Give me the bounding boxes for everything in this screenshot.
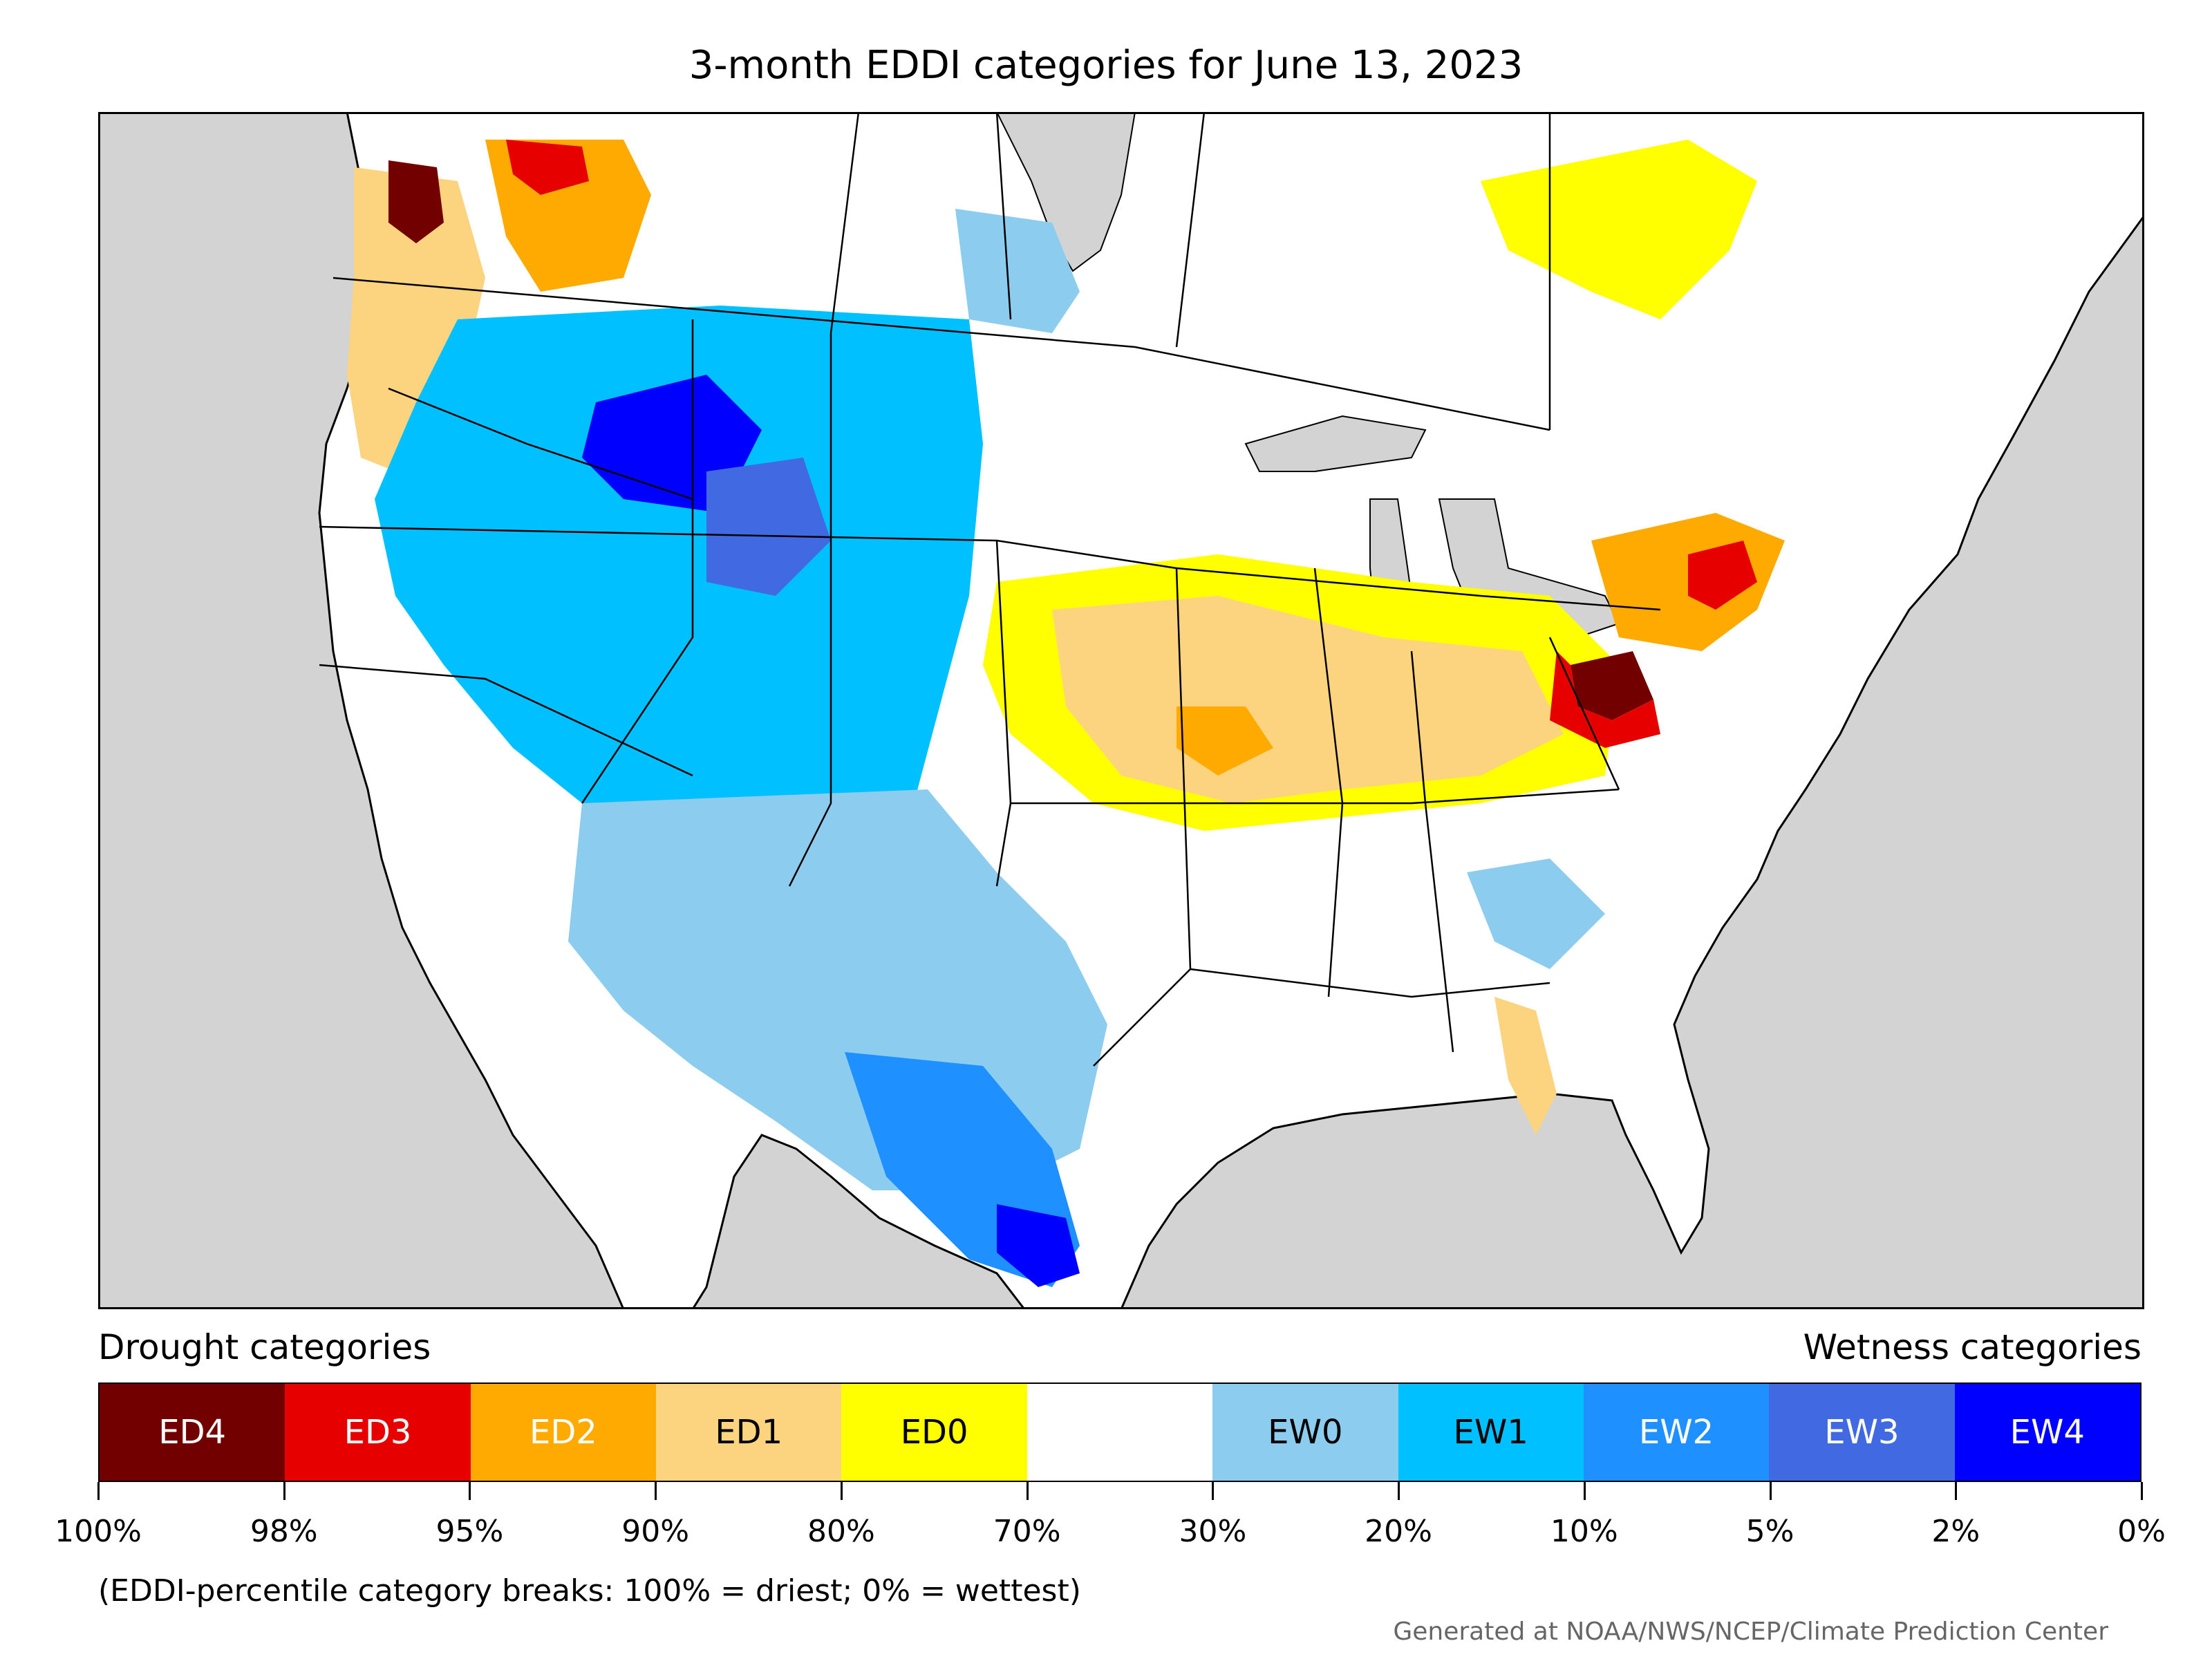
legend-swatch-normal	[1027, 1384, 1213, 1481]
legend-swatch-ed1: ED1	[656, 1384, 842, 1481]
legend-colorbar: ED4 ED3 ED2 ED1 ED0 EW0 EW1 EW2 EW3 EW4	[98, 1382, 2141, 1482]
southeast-wetness	[1467, 859, 1605, 969]
alberta-drought-core	[506, 140, 589, 195]
legend-tick	[1583, 1482, 1586, 1500]
legend-tick-label: 90%	[621, 1514, 690, 1549]
lake-superior	[1244, 415, 1427, 472]
map-title: 3-month EDDI categories for June 13, 202…	[688, 43, 1524, 88]
legend-swatch-ew0: EW0	[1212, 1384, 1398, 1481]
legend-swatch-ed4: ED4	[100, 1384, 285, 1481]
legend-tick	[2141, 1482, 2143, 1500]
florida-drought	[1494, 997, 1557, 1135]
legend-tick-label: 30%	[1179, 1514, 1247, 1549]
legend-tick	[1212, 1482, 1215, 1500]
colorado-wetness	[706, 458, 831, 596]
legend-tick-label: 98%	[250, 1514, 318, 1549]
legend-tick	[655, 1482, 657, 1500]
legend-tick-label: 80%	[807, 1514, 875, 1549]
wetness-categories-label: Wetness categories	[1803, 1327, 2141, 1367]
borders	[319, 112, 1661, 1067]
legend-tick	[840, 1482, 843, 1500]
map-frame	[98, 112, 2144, 1309]
legend-tick-label: 95%	[435, 1514, 504, 1549]
legend-tick	[283, 1482, 285, 1500]
legend-swatch-ed0: ED0	[841, 1384, 1027, 1481]
legend-swatch-ew2: EW2	[1583, 1384, 1770, 1481]
eddi-map	[98, 112, 2144, 1309]
chesapeake-extreme-drought	[1571, 651, 1653, 720]
legend-tick	[1955, 1482, 1958, 1500]
legend-ticks	[97, 1482, 2143, 1503]
legend-tick-label: 70%	[993, 1514, 1061, 1549]
legend-tick-label: 5%	[1745, 1514, 1794, 1549]
legend-tick-label: 100%	[55, 1514, 142, 1549]
legend-tick-label: 2%	[1931, 1514, 1980, 1549]
legend-tick	[1398, 1482, 1400, 1500]
new-jersey-extreme-drought	[1688, 541, 1757, 610]
legend-swatch-ed2: ED2	[470, 1384, 657, 1481]
legend-tick	[1769, 1482, 1772, 1500]
missouri-drought	[1177, 706, 1273, 776]
legend-tick	[1026, 1482, 1029, 1500]
legend-tick-label: 20%	[1365, 1514, 1432, 1549]
legend-tick-label: 10%	[1550, 1514, 1618, 1549]
category-break-note: (EDDI-percentile category breaks: 100% =…	[98, 1573, 1081, 1609]
legend-swatch-ew1: EW1	[1398, 1384, 1584, 1481]
legend-swatch-ew3: EW3	[1769, 1384, 1955, 1481]
legend-tick	[97, 1482, 100, 1500]
texas-coast-wetness	[997, 1204, 1080, 1287]
hudson-bay	[995, 112, 1136, 272]
legend-swatch-ed3: ED3	[285, 1384, 471, 1481]
washington-extreme-drought	[388, 160, 444, 243]
legend-swatch-ew4: EW4	[1954, 1384, 2140, 1481]
canada-prairie-wetness	[955, 209, 1080, 333]
chesapeake-drought-ring	[1550, 651, 1660, 748]
legend-tick	[469, 1482, 471, 1500]
drought-categories-label: Drought categories	[98, 1327, 431, 1367]
legend-tick-label: 0%	[2117, 1514, 2166, 1549]
credit-line: Generated at NOAA/NWS/NCEP/Climate Predi…	[1393, 1618, 2108, 1646]
